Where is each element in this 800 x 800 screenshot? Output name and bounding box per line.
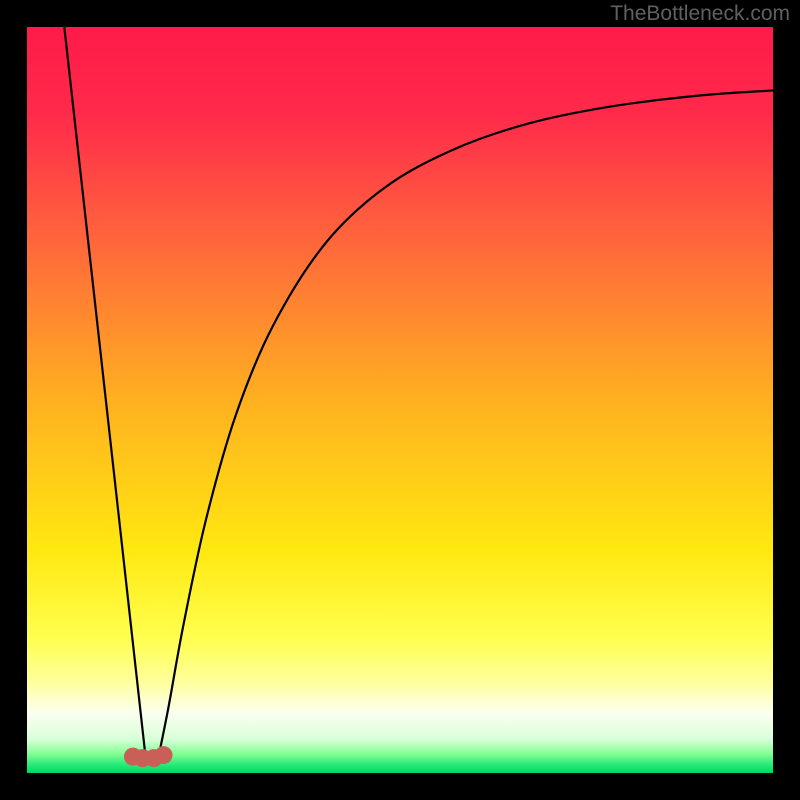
chart-svg [0,0,800,800]
bottleneck-chart: TheBottleneck.com [0,0,800,800]
watermark-text: TheBottleneck.com [610,2,790,26]
